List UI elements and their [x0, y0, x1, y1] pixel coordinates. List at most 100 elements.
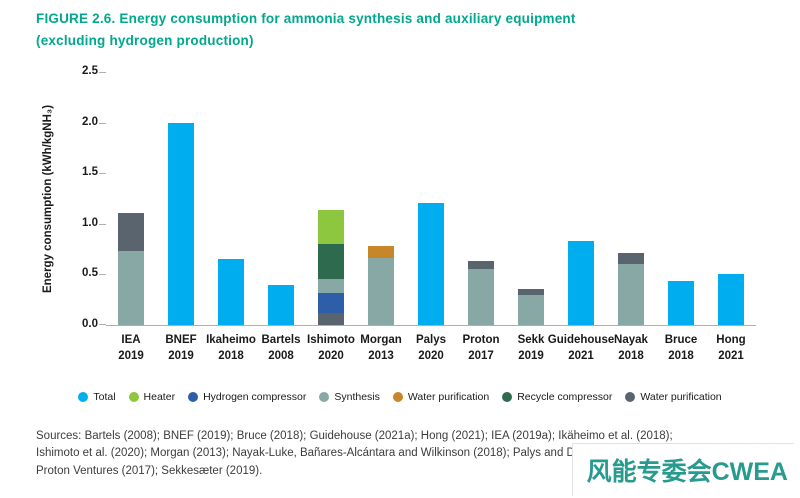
legend-item: Synthesis — [319, 391, 380, 403]
x-axis-label: IEA 2019 — [118, 334, 144, 362]
bar-slot — [706, 274, 756, 325]
legend-label: Heater — [143, 391, 176, 403]
x-axis-label: Bartels 2008 — [261, 334, 301, 362]
legend-label: Water purification — [640, 391, 722, 403]
bar-slot — [606, 253, 656, 325]
legend-item: Heater — [128, 391, 176, 403]
bar-segment — [668, 281, 694, 325]
bar-segment — [468, 261, 494, 270]
bar-ishimoto-2020 — [318, 209, 344, 325]
bar-segment — [118, 251, 144, 325]
legend-swatch — [188, 392, 199, 402]
bar-ikaheimo-2018 — [218, 259, 244, 325]
bar-segment — [168, 122, 194, 325]
y-axis-title: Energy consumption (kWh/kgNH₃) — [42, 104, 54, 293]
legend-swatch — [78, 392, 89, 402]
bar-bnef-2019 — [168, 122, 194, 325]
legend-item: Water purification — [392, 391, 490, 403]
y-tick-label: 1.5 — [82, 166, 98, 179]
y-tick-mark — [99, 173, 106, 175]
bar-segment — [718, 274, 744, 325]
bar-bruce-2018 — [668, 281, 694, 325]
bar-segment — [268, 284, 294, 325]
bar-morgan-2013 — [368, 246, 394, 325]
bar-bartels-2008 — [268, 284, 294, 325]
bar-segment — [318, 279, 344, 293]
bar-slot — [556, 241, 606, 325]
figure-title: FIGURE 2.6. Energy consumption for ammon… — [36, 8, 766, 51]
sources-text: Sources: Bartels (2008); BNEF (2019); Br… — [36, 428, 781, 480]
bar-nayak-2018 — [618, 253, 644, 325]
bar-segment — [318, 209, 344, 245]
figure-title-line1: FIGURE 2.6. Energy consumption for ammon… — [36, 11, 576, 26]
y-tick-label: 0.0 — [82, 318, 98, 330]
legend-swatch — [128, 392, 139, 402]
x-axis-label: Proton 2017 — [462, 334, 500, 362]
x-axis-label: Bruce 2018 — [664, 334, 698, 362]
bar-segment — [618, 264, 644, 325]
y-tick-label: 2.0 — [82, 115, 98, 128]
bar-slot — [456, 261, 506, 325]
bar-segment — [368, 246, 394, 259]
x-axis-label: Palys 2020 — [415, 334, 447, 362]
legend-swatch — [392, 392, 403, 402]
bar-slot — [256, 284, 306, 325]
legend-label: Recycle compressor — [517, 391, 613, 403]
bar-segment — [418, 202, 444, 325]
bar-slot — [156, 122, 206, 325]
bar-palys-2020 — [418, 202, 444, 325]
y-tick-mark — [99, 122, 106, 124]
sources-line: Proton Ventures (2017); Sekkesæter (2019… — [36, 464, 263, 477]
legend-label: Water purification — [407, 391, 490, 403]
bar-slot — [506, 288, 556, 325]
bar-segment — [318, 312, 344, 325]
x-axis-label: Ishimoto 2020 — [307, 334, 355, 362]
bar-segment — [318, 292, 344, 313]
bar-segment — [368, 258, 394, 325]
bar-slot — [206, 259, 256, 325]
y-axis-title-wrap: Energy consumption (kWh/kgNH₃) — [40, 72, 56, 325]
legend-item: Water purification — [625, 391, 722, 403]
legend-swatch — [319, 392, 330, 402]
legend-item: Total — [78, 391, 116, 403]
bar-slot — [356, 246, 406, 325]
legend-swatch — [502, 392, 513, 402]
bar-slot — [306, 209, 356, 325]
figure-title-line2: (excluding hydrogen production) — [36, 32, 254, 48]
x-axis-label: BNEF 2019 — [165, 334, 197, 362]
bar-segment — [618, 253, 644, 265]
bar-iea-2019 — [118, 212, 144, 325]
x-axis-labels: IEA 2019 BNEF 2019 Ikaheimo 2018 Bartels 2008 Is… — [106, 333, 756, 364]
sources-line: Sources: Bartels (2008); BNEF (2019); Br… — [36, 430, 673, 442]
plot-area: 0.0 0.5 1.0 1.5 2.0 2.5 — [82, 65, 756, 330]
y-tick-label: 0.5 — [82, 267, 98, 280]
bar-slot — [656, 281, 706, 325]
bar-segment — [118, 212, 144, 252]
bar-sekk-2019 — [518, 288, 544, 325]
bar-hong-2021 — [718, 274, 744, 325]
legend-label: Hydrogen compressor — [203, 391, 307, 403]
bar-segment — [468, 269, 494, 325]
bar-segment — [518, 294, 544, 325]
bar-segment — [318, 244, 344, 280]
x-axis-label: Morgan 2013 — [360, 334, 402, 362]
legend-item: Recycle compressor — [502, 391, 612, 403]
legend-swatch — [625, 392, 636, 402]
y-tick-mark — [99, 274, 106, 276]
sources-line: Ishimoto et al. (2020); Morgan (2013); N… — [36, 447, 655, 460]
bar-segment — [218, 259, 244, 325]
x-axis-label: Sekk 2019 — [517, 334, 545, 362]
bar-guidehouse-2021 — [568, 241, 594, 325]
legend-label: Total — [93, 391, 116, 403]
legend: Total Heater Hydrogen compressor Synthesis W… — [0, 391, 800, 403]
x-axis-label: Hong 2021 — [716, 334, 746, 362]
x-axis-label: Ikaheimo 2018 — [206, 334, 256, 362]
legend-label: Synthesis — [334, 391, 380, 403]
legend-item: Hydrogen compressor — [188, 391, 306, 403]
watermark: 风能专委会CWEA — [571, 443, 794, 496]
x-axis-label: Nayak 2018 — [614, 334, 648, 362]
y-tick-label: 1.0 — [82, 216, 98, 229]
bar-segment — [518, 288, 544, 295]
bar-segment — [568, 241, 594, 325]
